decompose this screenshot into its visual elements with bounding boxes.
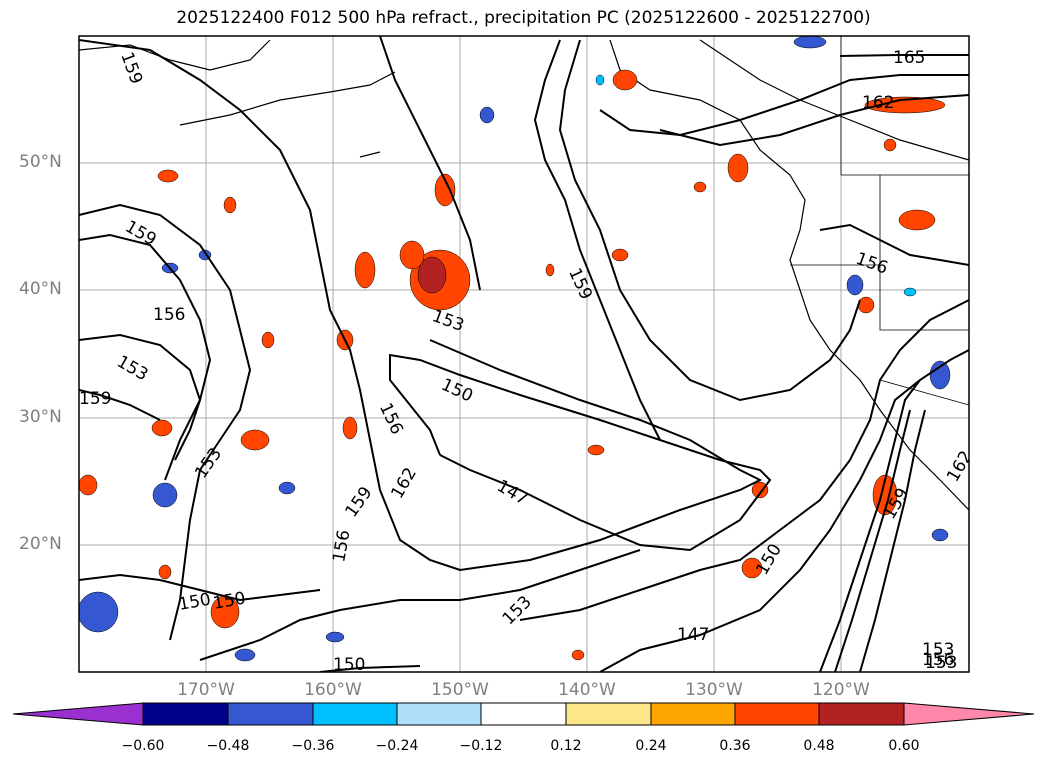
contour-label: 165 — [893, 48, 925, 68]
colorbar-segment — [227, 702, 314, 726]
colorbar-segment — [12, 702, 144, 726]
lat-label: 50°N — [19, 152, 62, 172]
lon-label: 150°W — [431, 680, 489, 700]
lat-label: 20°N — [19, 534, 62, 554]
lon-label: 130°W — [685, 680, 743, 700]
colorbar-segment — [142, 702, 229, 726]
contour-label: 147 — [677, 625, 709, 645]
coastlines — [79, 39, 969, 511]
map-frame — [78, 35, 970, 673]
contour-lines — [79, 36, 969, 672]
lon-label: 120°W — [812, 680, 870, 700]
contour-label: 156 — [153, 305, 185, 325]
lon-label: 140°W — [558, 680, 616, 700]
colorbar-segment — [312, 702, 398, 726]
contour-label: 159 — [79, 389, 111, 409]
contour-label: 153 — [925, 653, 957, 673]
colorbar-segment — [480, 702, 567, 726]
colorbar-tick: −0.36 — [291, 738, 335, 754]
lat-label: 30°N — [19, 407, 62, 427]
map-background — [79, 36, 969, 672]
borders — [790, 36, 969, 406]
colorbar — [12, 702, 1035, 726]
lon-label: 160°W — [304, 680, 362, 700]
precip-positive — [79, 69, 946, 661]
colorbar-tick: −0.12 — [459, 738, 503, 754]
colorbar-tick: 0.48 — [803, 738, 835, 754]
colorbar-segment — [818, 702, 905, 726]
contour-label: 156 — [922, 650, 954, 670]
colorbar-segment — [396, 702, 482, 726]
colorbar-tick: 0.12 — [550, 738, 582, 754]
colorbar-tick: 0.36 — [719, 738, 751, 754]
contour-label: 150 — [333, 655, 365, 675]
map-title: 2025122400 F012 500 hPa refract., precip… — [176, 8, 871, 28]
colorbar-tick: −0.48 — [206, 738, 250, 754]
colorbar-tick: 0.24 — [635, 738, 667, 754]
colorbar-tick: 0.60 — [888, 738, 920, 754]
lon-label: 170°W — [177, 680, 235, 700]
gridlines — [79, 36, 969, 672]
colorbar-tick: −0.24 — [375, 738, 419, 754]
colorbar-segment — [734, 702, 820, 726]
contour-label: 162 — [862, 93, 894, 113]
lat-label: 40°N — [19, 279, 62, 299]
contour-label: 153 — [922, 640, 954, 660]
contour-labels: 159 165 162 159 156 156 153 159 153 150 … — [79, 48, 969, 675]
colorbar-segment — [565, 702, 652, 726]
colorbar-segment — [650, 702, 736, 726]
colorbar-tick: −0.60 — [121, 738, 165, 754]
colorbar-segment — [903, 702, 1035, 726]
